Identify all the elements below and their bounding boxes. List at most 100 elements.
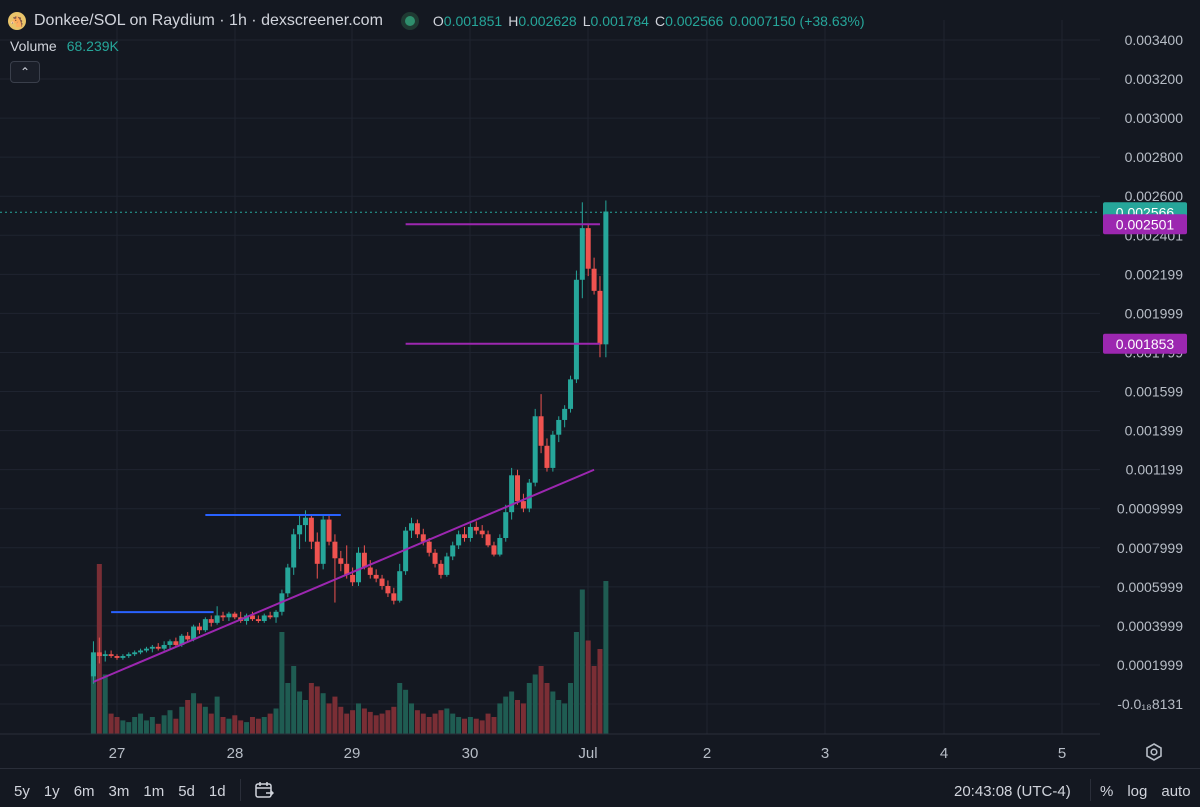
candle-body: [350, 574, 356, 583]
candle-body: [244, 615, 250, 621]
range-6m-button[interactable]: 6m: [73, 783, 95, 800]
change-value: 0.0007150 (+38.63%): [729, 13, 865, 29]
volume-bar: [450, 713, 456, 734]
volume-bar: [90, 666, 96, 734]
candle-body: [550, 434, 556, 468]
y-tick-label: 0.003200: [1125, 71, 1184, 87]
candle-body: [526, 482, 532, 509]
volume-bar: [138, 713, 144, 734]
price-tag-box: [1103, 214, 1187, 235]
candle-body: [90, 652, 96, 677]
percent-scale-button[interactable]: %: [1100, 783, 1114, 800]
volume-bar: [597, 649, 603, 734]
candle-body: [414, 523, 420, 535]
range-5d-button[interactable]: 5d: [178, 783, 195, 800]
calendar-icon[interactable]: [254, 780, 274, 800]
volume-bar: [491, 717, 497, 734]
volume-legend: Volume 68.239K: [10, 38, 119, 54]
volume-bar: [467, 717, 473, 734]
volume-bar: [403, 689, 409, 734]
y-tick-label: 0.001599: [1125, 384, 1184, 400]
volume-bar: [350, 710, 356, 734]
log-scale-button[interactable]: log: [1127, 783, 1148, 800]
candle-body: [196, 626, 202, 631]
candle-body: [226, 613, 232, 618]
volume-bar: [196, 703, 202, 734]
y-tick-label: 0.003400: [1125, 32, 1184, 48]
candle-body: [473, 526, 479, 531]
range-3m-button[interactable]: 3m: [108, 783, 130, 800]
candle-body: [520, 501, 526, 509]
y-tick-label: 0.001999: [1125, 305, 1184, 321]
x-tick-label: 3: [821, 745, 829, 762]
candle-body: [597, 290, 603, 345]
price-tag-box: [1103, 333, 1187, 354]
volume-bar: [385, 710, 391, 734]
range-1m-button[interactable]: 1m: [143, 783, 165, 800]
candle-body: [255, 619, 261, 621]
candles: [90, 200, 609, 684]
volume-bar: [273, 708, 279, 734]
volume-bar: [338, 706, 344, 734]
candle-body: [544, 445, 550, 468]
volume-bar: [573, 632, 579, 734]
candle-body: [497, 538, 503, 555]
volume-bar: [526, 683, 532, 734]
candle-body: [462, 534, 468, 538]
range-1y-button[interactable]: 1y: [43, 783, 60, 800]
candle-body: [485, 534, 491, 546]
time-range-buttons: 5y 1y 6m 3m 1m 5d 1d: [14, 783, 226, 800]
candle-body: [491, 545, 497, 555]
volume-bar: [532, 674, 538, 734]
range-1d-button[interactable]: 1d: [208, 783, 226, 800]
volume-bar: [208, 713, 214, 734]
candle-body: [320, 519, 326, 564]
chart-header: 🐴 Donkee/SOL on Raydium · 1h · dexscreen…: [8, 10, 865, 32]
volume-bar: [143, 720, 149, 734]
volume-bar: [132, 717, 138, 734]
candle-body: [391, 593, 397, 601]
volume-bar: [108, 713, 114, 734]
candle-body: [261, 615, 267, 621]
x-tick-label: 30: [462, 745, 479, 762]
candle-body: [503, 512, 509, 538]
candle-body: [479, 530, 485, 535]
volume-bar: [261, 717, 267, 734]
range-5y-button[interactable]: 5y: [14, 783, 30, 800]
volume-bar: [503, 696, 509, 734]
candle-body: [202, 619, 208, 631]
candle-body: [579, 228, 585, 280]
y-tick-label: -0.0₁₈8131: [1117, 696, 1183, 712]
volume-bar: [232, 715, 238, 734]
token-logo: 🐴: [8, 12, 26, 30]
gear-icon[interactable]: [1144, 742, 1164, 762]
candle-body: [297, 525, 303, 535]
price-tag-label: 0.002501: [1116, 216, 1175, 232]
volume-bar: [591, 666, 597, 734]
candle-body: [185, 635, 191, 640]
candle-body: [585, 228, 591, 269]
candle-body: [538, 416, 544, 446]
volume-bar: [438, 710, 444, 734]
candle-body: [438, 563, 444, 575]
volume-bar: [479, 720, 485, 734]
volume-bar: [167, 710, 173, 734]
candle-body: [444, 556, 450, 575]
candle-body: [273, 611, 279, 618]
volume-bar: [114, 717, 120, 734]
volume-bar: [179, 706, 185, 734]
volume-bar: [361, 708, 367, 734]
candle-body: [120, 656, 126, 658]
candle-body: [208, 619, 214, 623]
open-value: 0.001851: [443, 13, 503, 29]
candle-body: [326, 519, 332, 542]
volume-bar: [279, 632, 285, 734]
volume-bar: [126, 722, 132, 734]
volume-bar: [161, 715, 167, 734]
volume-bar: [291, 666, 297, 734]
collapse-legend-button[interactable]: ⌃: [10, 61, 40, 83]
auto-scale-button[interactable]: auto: [1161, 783, 1191, 800]
volume-bar: [456, 717, 462, 734]
candle-body: [167, 641, 173, 645]
